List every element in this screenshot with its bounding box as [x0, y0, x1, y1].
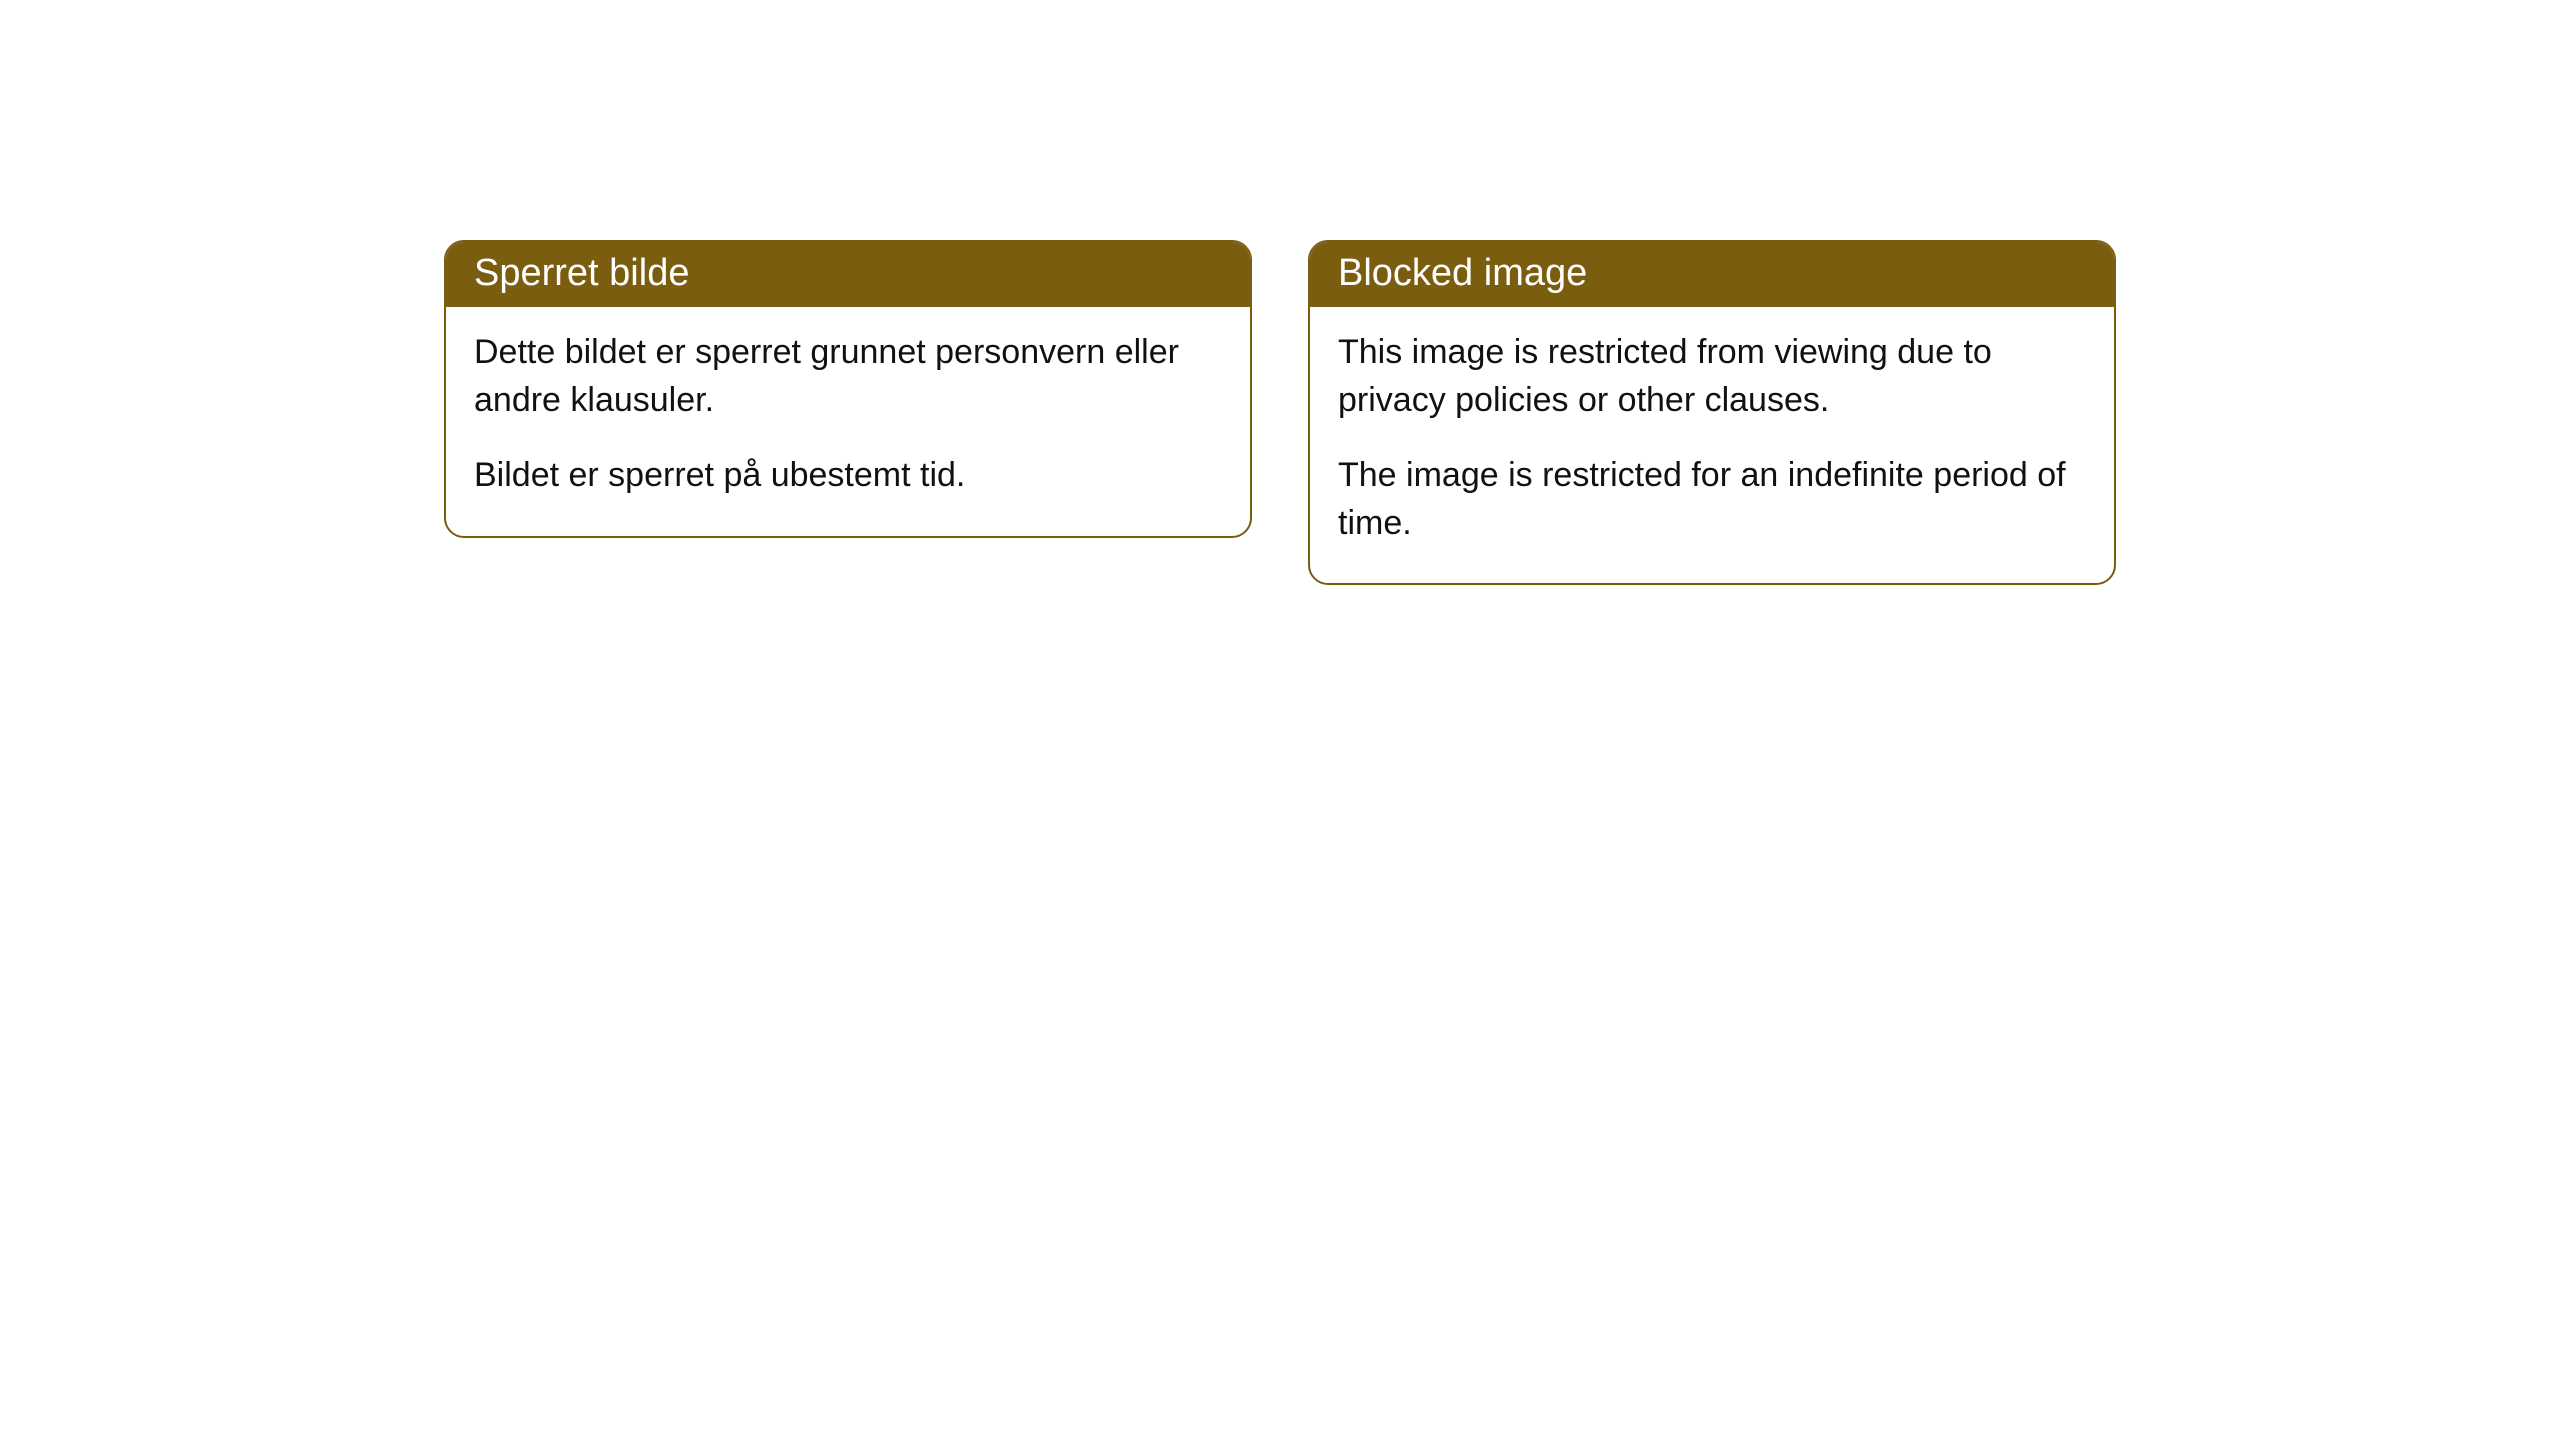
notice-paragraph: The image is restricted for an indefinit…	[1338, 452, 2086, 547]
notice-container: Sperret bilde Dette bildet er sperret gr…	[444, 240, 2116, 1440]
notice-body-norwegian: Dette bildet er sperret grunnet personve…	[446, 307, 1250, 536]
notice-paragraph: Dette bildet er sperret grunnet personve…	[474, 329, 1222, 424]
notice-card-norwegian: Sperret bilde Dette bildet er sperret gr…	[444, 240, 1252, 538]
notice-body-english: This image is restricted from viewing du…	[1310, 307, 2114, 583]
notice-header-english: Blocked image	[1310, 242, 2114, 307]
notice-paragraph: This image is restricted from viewing du…	[1338, 329, 2086, 424]
notice-card-english: Blocked image This image is restricted f…	[1308, 240, 2116, 585]
notice-paragraph: Bildet er sperret på ubestemt tid.	[474, 452, 1222, 500]
notice-header-norwegian: Sperret bilde	[446, 242, 1250, 307]
